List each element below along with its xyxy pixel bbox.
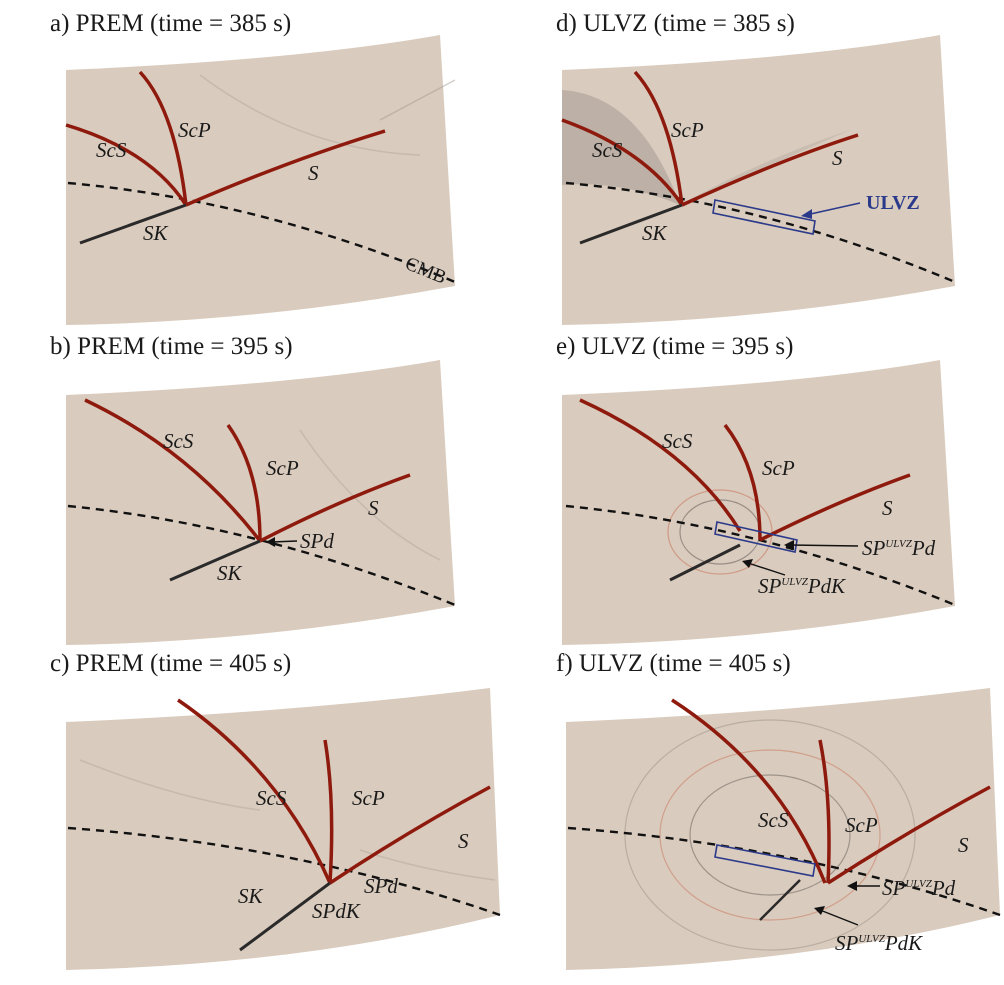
label-scs: ScS bbox=[758, 808, 789, 832]
label-s: S bbox=[958, 833, 969, 857]
label-scp: ScP bbox=[845, 813, 878, 837]
label-sp-ulvz-pdk: SPULVZPdK bbox=[835, 931, 923, 955]
